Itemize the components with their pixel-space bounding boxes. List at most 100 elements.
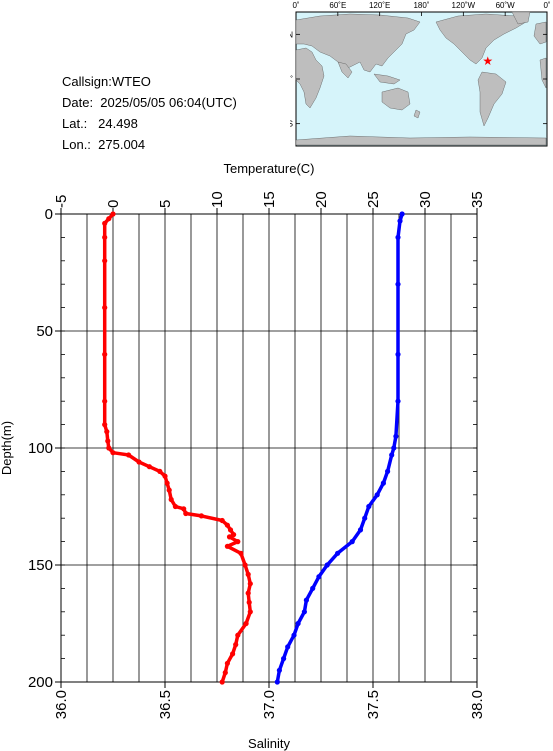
salinity-point [316, 574, 322, 580]
temperature-point [247, 581, 253, 587]
callsign-label: Callsign:WTEO [62, 74, 151, 89]
map-lon-label: 180˚ [413, 1, 429, 10]
salinity-point [395, 234, 401, 240]
temperature-point [231, 532, 237, 538]
salinity-point [303, 597, 309, 603]
salinity-tick-label: 37.0 [261, 690, 278, 719]
world-map: 0˚ 60˚E 120˚E 180˚ 120˚W 60˚W 0˚ 60˚N 0˚ 60˚S ★ [290, 1, 551, 147]
salinity-point [380, 480, 386, 486]
depth-tick-label: 0 [45, 206, 53, 223]
salinity-point [395, 281, 401, 287]
map-lon-label: 60˚E [329, 1, 346, 10]
salinity-point [291, 632, 297, 638]
salinity-point [395, 351, 401, 357]
land-south-america [477, 71, 507, 127]
map-lon-label: 60˚W [496, 1, 516, 10]
salinity-tick-label: 36.5 [157, 690, 174, 719]
salinity-tick-label: 36.0 [53, 690, 70, 719]
temperature-point [230, 651, 236, 657]
salinity-series [274, 211, 405, 685]
station-marker: ★ [482, 54, 493, 68]
salinity-point [374, 492, 380, 498]
temperature-point [102, 422, 108, 428]
temperature-point [235, 632, 241, 638]
temperature-point [102, 398, 108, 404]
temperature-tick-label: 30 [417, 191, 434, 208]
land-greenland [511, 11, 531, 25]
map-lon-labels: 0˚ 60˚E 120˚E 180˚ 120˚W 60˚W 0˚ [292, 1, 550, 10]
temperature-point [224, 660, 230, 666]
temperature-point [157, 468, 163, 474]
temperature-tick-label: 25 [365, 191, 382, 208]
land-new-zealand [413, 109, 421, 119]
map-lat-labels: 60˚N 0˚ 60˚S [290, 30, 293, 128]
temperature-point [246, 599, 252, 605]
temperature-tick-label: 5 [157, 200, 174, 208]
land-north-america [435, 13, 527, 65]
series-group [102, 211, 405, 685]
land-africa [295, 47, 325, 109]
salinity-point [393, 433, 399, 439]
land-africa-east [539, 57, 547, 89]
map-lon-label: 0˚ [292, 1, 299, 10]
temperature-point [198, 513, 204, 519]
temperature-point [245, 571, 251, 577]
temperature-point [102, 305, 108, 311]
salinity-point [397, 218, 403, 224]
temperature-point [243, 620, 249, 627]
depth-tick-label: 200 [28, 674, 53, 691]
temperature-tick-labels: -5 0 5 10 15 20 25 30 35 [53, 191, 486, 214]
salinity-tick-label: 37.5 [365, 690, 382, 719]
temperature-point [104, 429, 110, 435]
temperature-tick-label: 0 [105, 200, 122, 208]
depth-tick-labels: 0 50 100 150 200 [28, 206, 61, 691]
salinity-point [391, 445, 397, 451]
temperature-point [102, 234, 108, 240]
salinity-point [385, 468, 391, 474]
salinity-point [281, 656, 287, 662]
salinity-point [324, 562, 330, 568]
map-lon-label: 120˚W [452, 1, 476, 10]
salinity-point [310, 585, 316, 591]
temperature-point [245, 590, 251, 596]
salinity-point [276, 667, 282, 673]
temperature-point [233, 642, 239, 648]
depth-axis-title: Depth(m) [0, 421, 14, 475]
map-lon-label: 0˚ [543, 1, 550, 10]
temperature-point [164, 480, 170, 486]
land-indonesia [373, 73, 401, 85]
temperature-point [242, 562, 248, 568]
salinity-tick-labels: 36.0 36.5 37.0 37.5 38.0 [53, 682, 486, 719]
temperature-point [172, 503, 178, 510]
temperature-point [106, 216, 112, 222]
temperature-point [227, 527, 234, 533]
temperature-point [105, 438, 111, 444]
salinity-point [362, 515, 368, 521]
temperature-point [106, 445, 112, 451]
salinity-point [295, 620, 301, 627]
temperature-point [110, 211, 116, 217]
temperature-point [222, 670, 228, 676]
temperature-tick-label: 35 [469, 191, 486, 208]
salinity-point [395, 398, 401, 404]
temperature-point [102, 351, 108, 357]
temperature-tick-label: 15 [261, 191, 278, 208]
land-eurasia [295, 13, 421, 73]
temperature-axis-title: Temperature(C) [223, 161, 314, 176]
temperature-tick-label: 20 [313, 191, 330, 208]
profile-chart: -5 0 5 10 15 20 25 30 35 36.0 36.5 37.0 37.5 38.0 05… [0, 161, 486, 751]
salinity-point [335, 550, 341, 556]
land-india [337, 61, 353, 79]
temperature-point [136, 459, 142, 465]
temperature-point [238, 550, 244, 556]
salinity-axis-title: Salinity [248, 736, 290, 751]
latitude-label: Lat.: 24.498 [62, 116, 138, 131]
temperature-series [102, 211, 253, 685]
temperature-point [146, 464, 152, 470]
map-lat-label: 60˚N [290, 30, 293, 39]
salinity-point [285, 644, 291, 650]
temperature-point [226, 534, 233, 540]
depth-tick-label: 150 [28, 557, 53, 574]
land-europe-east [533, 21, 547, 45]
salinity-point [274, 679, 280, 685]
